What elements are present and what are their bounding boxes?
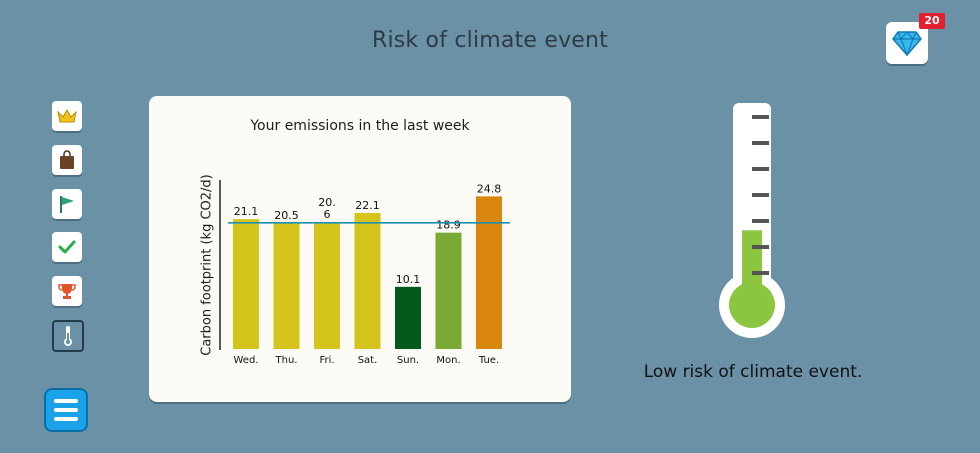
emissions-bar-chart: 21.1 Wed. 20.5 Thu. 20. 6 Fri. 22.1 Sat. 10.1 Sun.… <box>219 180 510 366</box>
bar-value-label: 20. 6 <box>318 196 336 221</box>
flag-icon <box>60 196 74 213</box>
bar-wed <box>233 219 259 349</box>
sidebar-item-achievements[interactable] <box>52 276 82 306</box>
bar-value-label: 21.1 <box>234 205 259 218</box>
sidebar-item-tasks[interactable] <box>52 232 82 262</box>
bar-value-label: 18.9 <box>436 219 461 232</box>
bar-sun <box>395 286 421 349</box>
x-tick-label: Sat. <box>358 355 378 366</box>
bar-fri <box>314 222 340 349</box>
main-menu-button[interactable] <box>44 388 88 432</box>
hamburger-menu-icon <box>54 399 78 403</box>
sidebar-item-climate-risk[interactable] <box>52 320 84 352</box>
checkmark-icon <box>58 240 76 254</box>
gems-count-badge: 20 <box>919 13 945 29</box>
gems-button[interactable] <box>886 22 928 64</box>
x-tick-label: Mon. <box>436 355 460 366</box>
crown-icon <box>57 108 77 123</box>
sidebar-item-leaderboard[interactable] <box>52 101 82 131</box>
bar-mon <box>435 232 462 349</box>
bar-value-label: 22.1 <box>355 199 380 212</box>
bar-value-label: 20.5 <box>274 209 299 222</box>
risk-thermometer <box>719 103 785 338</box>
thermometer-ticks <box>752 115 769 275</box>
page-title: Risk of climate event <box>371 28 609 53</box>
x-tick-label: Sun. <box>397 355 419 366</box>
sidebar-item-shop[interactable] <box>52 145 82 175</box>
sidebar-item-goals[interactable] <box>52 189 82 219</box>
chart-title: Your emissions in the last week <box>250 118 470 134</box>
bar-tue <box>476 196 502 349</box>
bar-thu <box>273 222 300 349</box>
x-tick-label: Wed. <box>234 355 259 366</box>
x-tick-label: Fri. <box>319 355 334 366</box>
bar-value-label: 24.8 <box>477 182 502 195</box>
shopping-bag-icon <box>60 150 74 169</box>
x-tick-label: Thu. <box>275 355 298 366</box>
risk-message: Low risk of climate event. <box>643 362 863 382</box>
trophy-icon <box>58 284 76 299</box>
bar-sat <box>354 213 381 349</box>
bar-value-label: 10.1 <box>396 273 421 286</box>
x-tick-label: Tue. <box>478 355 499 366</box>
thermometer-level-fill <box>742 230 762 305</box>
diamond-icon <box>892 31 922 56</box>
emissions-chart-panel: Your emissions in the last week Carbon f… <box>149 96 571 402</box>
thermometer-icon <box>64 326 72 346</box>
